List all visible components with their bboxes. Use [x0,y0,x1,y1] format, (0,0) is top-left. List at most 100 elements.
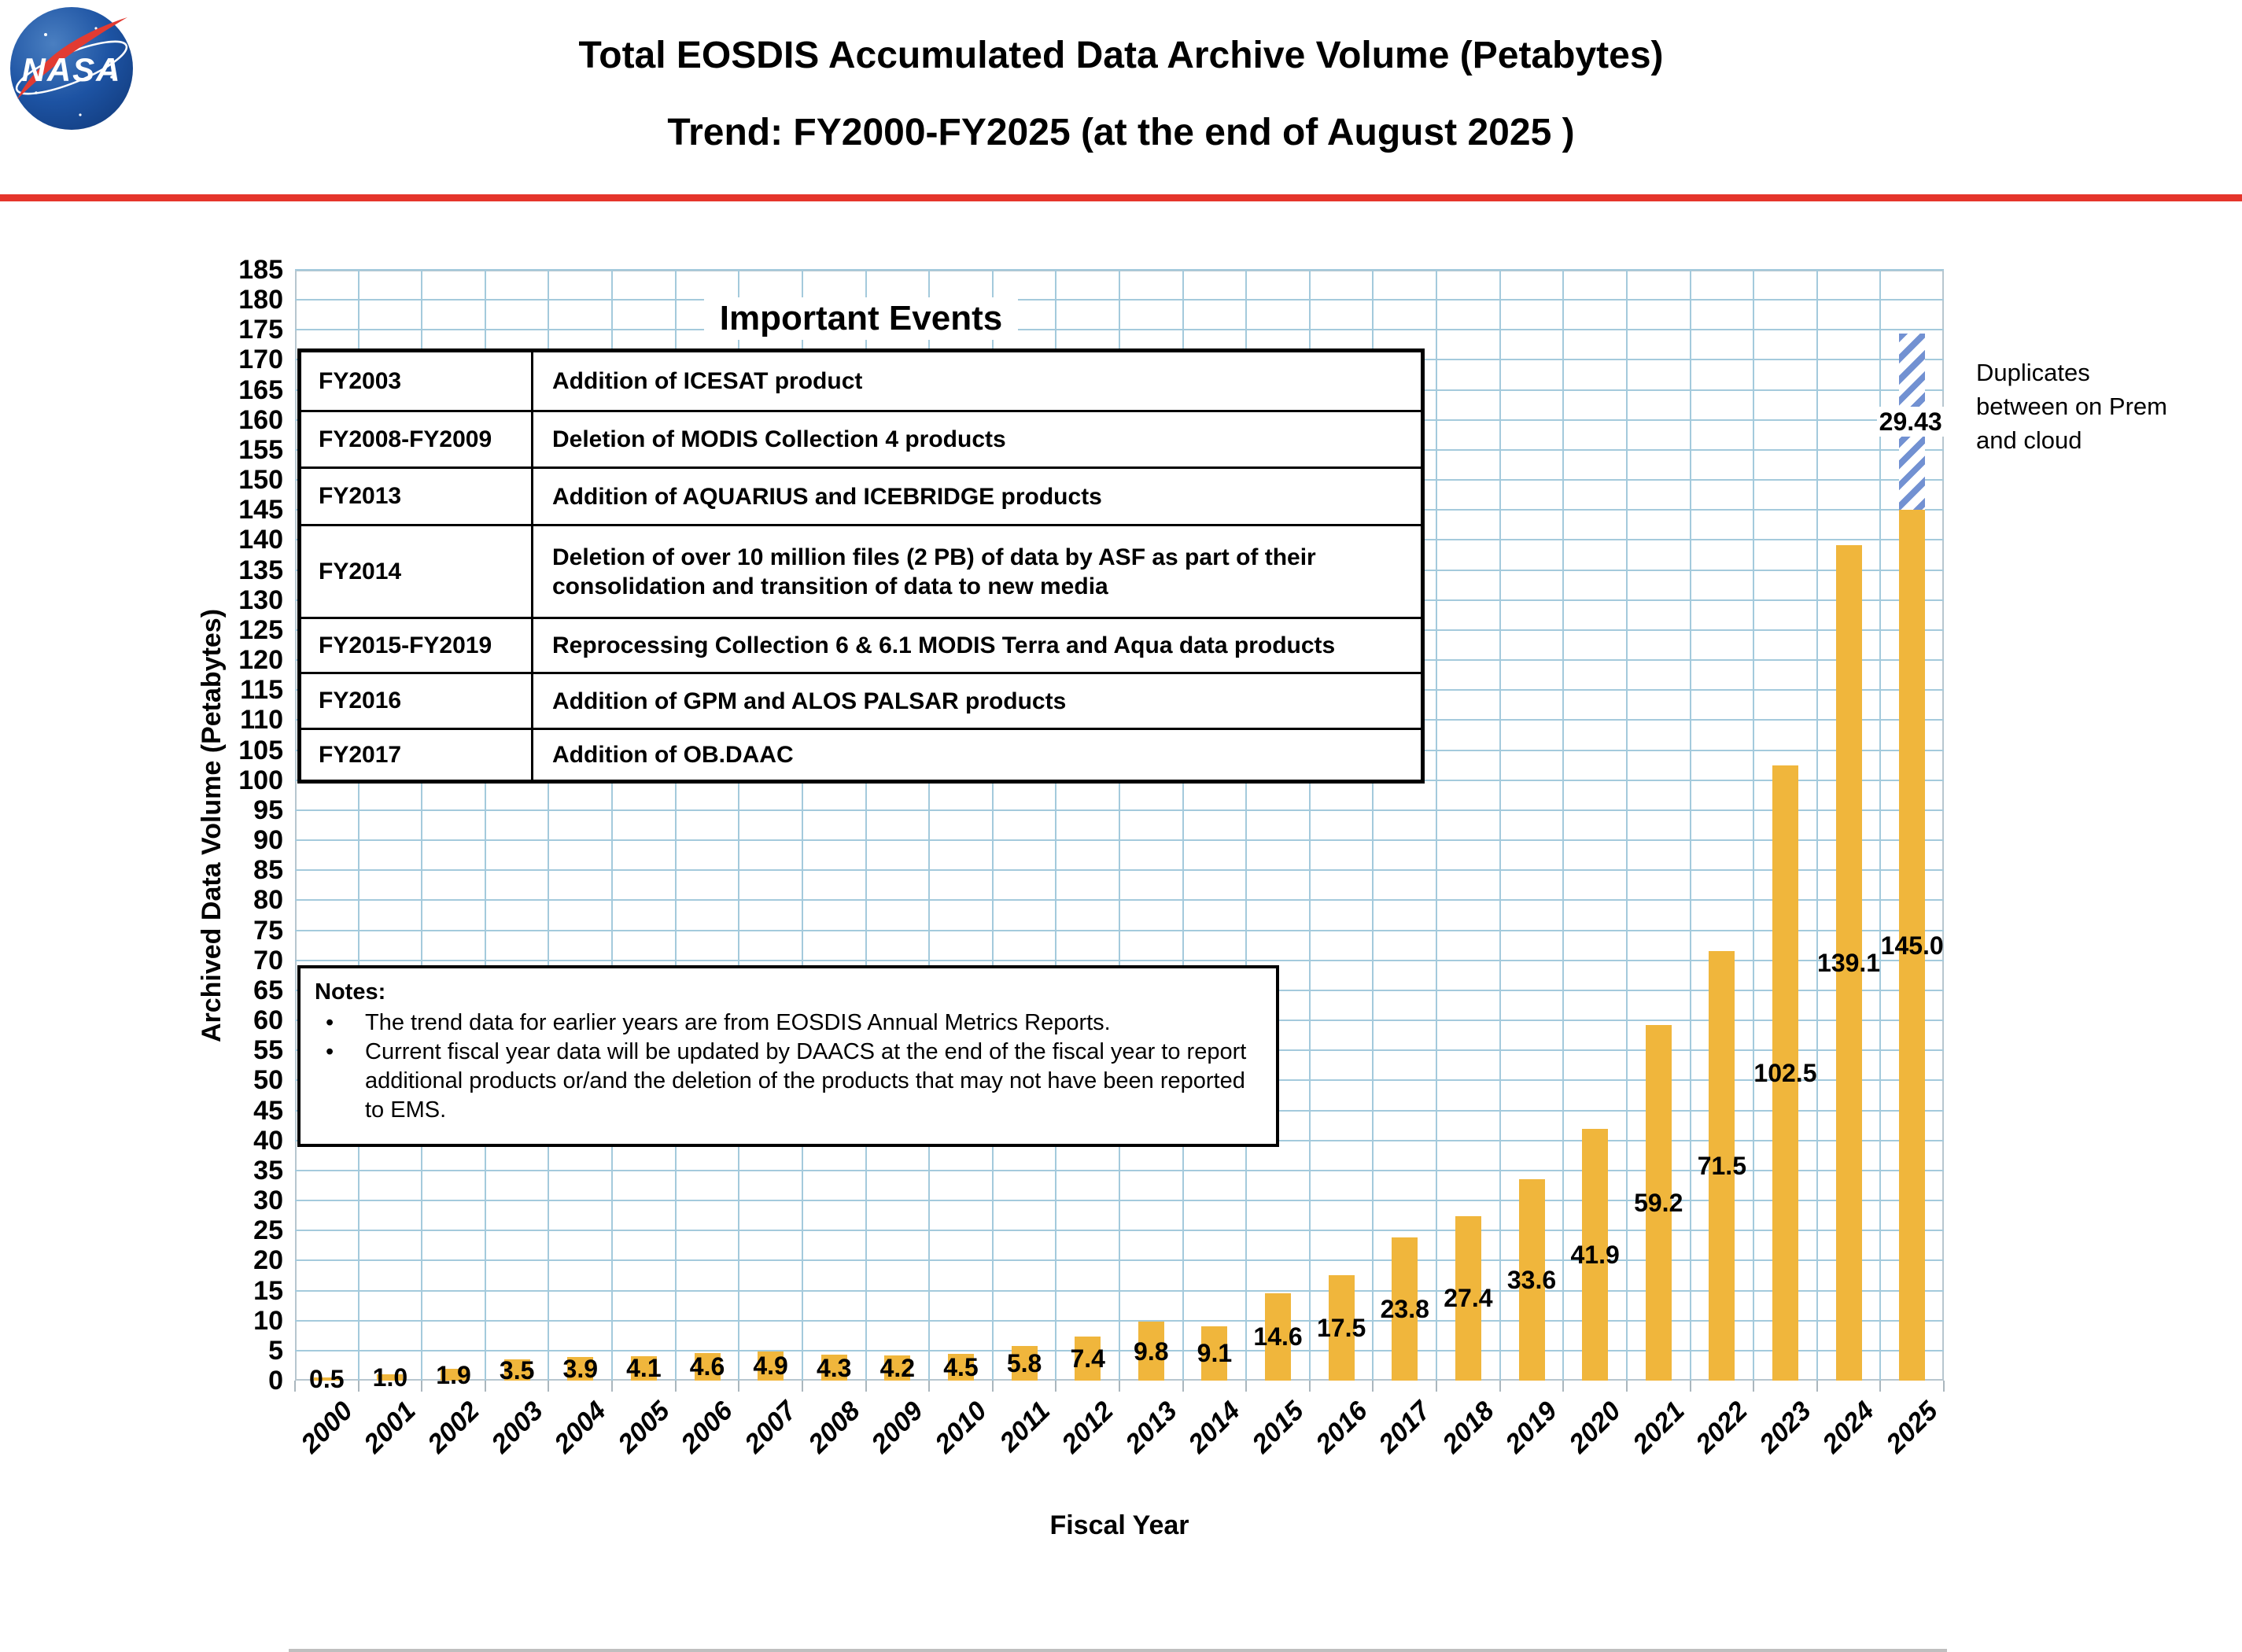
notes-list: The trend data for earlier years are fro… [315,1009,1262,1125]
y-axis-tick-label: 130 [238,584,283,615]
data-label: 59.2 [1634,1189,1683,1218]
data-bar [1518,1178,1545,1381]
duplicates-label: 29.43 [1876,406,1945,437]
gridline-vertical [357,270,360,1381]
y-axis-tick-label: 185 [238,255,283,285]
x-axis-label: 2003 [485,1396,549,1459]
page: NASA Total EOSDIS Accumulated Data Archi… [0,0,2242,1603]
data-label: 14.6 [1253,1322,1303,1351]
gridline-vertical [548,270,550,1381]
gridline-vertical [991,270,994,1381]
x-axis-tick [1625,1381,1628,1392]
gridline-vertical [1372,270,1374,1381]
x-axis-label: 2002 [422,1396,485,1459]
x-axis-tick [548,1381,550,1392]
x-axis-label: 2022 [1690,1396,1754,1459]
data-bar [820,1355,847,1381]
page-title: Total EOSDIS Accumulated Data Archive Vo… [578,35,1664,76]
x-axis-label: 2006 [675,1396,739,1459]
y-axis-tick-label: 165 [238,374,283,405]
data-label: 71.5 [1697,1152,1746,1181]
data-bar [1075,1336,1101,1381]
data-label: 139.1 [1817,949,1881,978]
x-axis-label: 2005 [612,1396,676,1459]
event-description: Deletion of MODIS Collection 4 products [552,426,1006,452]
x-axis-label: 2000 [295,1396,359,1459]
data-label: 0.5 [309,1365,345,1394]
data-label: 4.3 [816,1353,852,1382]
x-axis-label: 2012 [1056,1396,1119,1459]
data-bar [758,1351,784,1381]
data-bar [1011,1345,1038,1381]
x-axis-label: 2007 [739,1396,802,1459]
x-axis-tick [1436,1381,1438,1392]
y-axis-tick-label: 25 [253,1215,283,1246]
gridline-vertical [421,270,423,1381]
x-axis-tick [1753,1381,1755,1392]
event-description: Addition of OB.DAAC [552,742,794,768]
x-axis-label: 2020 [1563,1396,1627,1459]
data-label: 17.5 [1317,1314,1366,1343]
data-label: 4.1 [626,1354,662,1383]
x-axis-tick [1943,1381,1945,1392]
events-table-heading: Important Events [703,297,1019,340]
x-axis-label: 2011 [994,1396,1056,1458]
event-row: FY2015-FY2019 Reprocessing Collection 6 &… [301,617,1421,672]
event-period: FY2017 [301,730,533,780]
duplicates-annotation: Duplicates between on Prem and cloud [1976,359,2167,454]
data-label: 4.9 [753,1351,788,1381]
data-label: 41.9 [1570,1241,1620,1270]
data-bar [1265,1292,1292,1381]
data-bar [694,1352,721,1381]
x-axis-tick [1055,1381,1057,1392]
y-axis-tick-label: 90 [253,825,283,856]
event-description: Addition of AQUARIUS and ICEBRIDGE produ… [552,483,1102,510]
y-axis-tick-label: 125 [238,614,283,645]
x-axis-label: 2025 [1880,1396,1944,1459]
gridline-vertical [1753,270,1755,1381]
data-label: 7.4 [1070,1344,1105,1373]
y-axis-tick-label: 65 [253,975,283,1005]
y-axis-tick-label: 50 [253,1065,283,1096]
y-axis-title-text: Archived Data Volume (Petabytes) [197,608,227,1042]
x-axis-tick [801,1381,803,1392]
x-axis-tick [738,1381,740,1392]
title-divider-rule [0,194,2242,201]
x-axis-label: 2014 [1182,1396,1247,1459]
data-label: 27.4 [1444,1284,1493,1313]
y-axis-tick-label: 30 [253,1186,283,1216]
y-axis-tick-label: 175 [238,315,283,345]
x-axis-tick [1245,1381,1248,1392]
y-axis-tick-label: 55 [253,1035,283,1066]
gridline-vertical [1816,270,1818,1381]
event-period: FY2016 [301,674,533,728]
gridline-vertical [1308,270,1311,1381]
events-heading-wrap: Important Events [297,297,1425,340]
y-axis-tick-label: 70 [253,945,283,975]
data-label: 4.2 [879,1353,916,1382]
y-axis-tick-label: 60 [253,1005,283,1036]
x-axis-tick [1499,1381,1501,1392]
x-axis-tick [421,1381,423,1392]
x-axis-label: 2023 [1753,1396,1817,1459]
x-axis-tick [674,1381,677,1392]
y-axis-tick-label: 135 [238,555,283,585]
y-axis-tick-label: 10 [253,1305,283,1336]
event-period: FY2008-FY2009 [301,412,533,466]
event-row: FY2003 Addition of ICESAT product [301,352,1421,410]
y-axis-tick-label: 0 [268,1366,283,1396]
data-label: 145.0 [1880,931,1944,960]
x-axis-label: 2010 [929,1396,993,1459]
data-bar [377,1374,404,1381]
note-bullet: The trend data for earlier years are fro… [315,1009,1262,1038]
x-axis-label: 2015 [1246,1396,1310,1459]
x-axis-label: 2008 [802,1396,866,1459]
notes-heading: Notes: [315,979,386,1005]
note-bullet: Current fiscal year data will be updated… [315,1038,1262,1125]
y-axis-tick-label: 45 [253,1095,283,1126]
x-axis-label: 2009 [865,1396,930,1459]
x-axis-label: 2004 [548,1396,612,1459]
gridline-vertical [674,270,677,1381]
y-axis-tick-label: 115 [240,675,283,706]
notes-box: Notes: The trend data for earlier years … [297,965,1279,1147]
